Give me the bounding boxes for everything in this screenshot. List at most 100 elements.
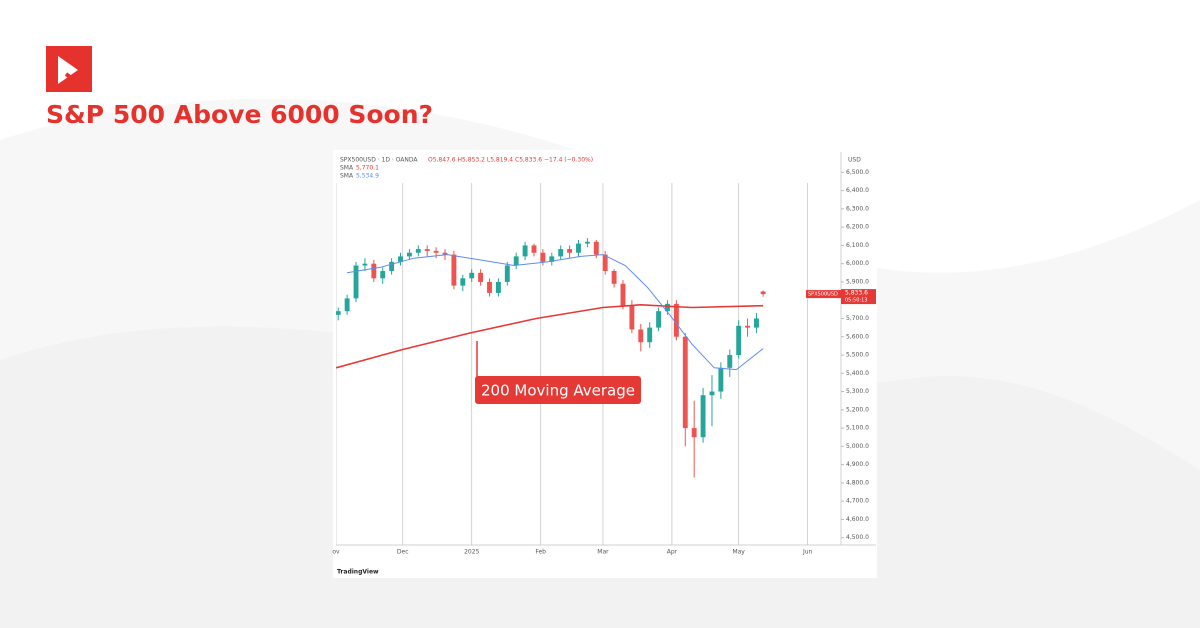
candle-body <box>398 256 403 262</box>
price-tag-symbol-box <box>806 290 841 299</box>
candle-body <box>567 249 573 253</box>
annotation-box <box>475 376 641 404</box>
candle-body <box>336 311 341 315</box>
candle-body <box>487 281 492 293</box>
x-tick-label: Feb <box>535 549 546 556</box>
candle-body <box>673 303 679 337</box>
y-tick-label: 6,200.0 <box>846 224 869 231</box>
y-tick-label: 5,700.0 <box>846 315 869 322</box>
x-tick-label: May <box>732 549 745 556</box>
candle-body <box>709 391 715 396</box>
sma-line <box>336 303 764 369</box>
y-tick-label: 5,300.0 <box>846 388 869 395</box>
candle-body <box>584 241 590 244</box>
candle-body <box>424 249 430 251</box>
candle-body <box>745 325 751 328</box>
y-tick-label: 6,500.0 <box>846 169 869 176</box>
legend-name: SMA <box>340 173 354 180</box>
candle-body <box>389 261 395 271</box>
candle-body <box>469 272 475 279</box>
candle-body <box>602 254 608 271</box>
candle-body <box>656 311 662 328</box>
y-tick-label: 4,500.0 <box>846 534 869 541</box>
price-tag-price: 5,833.6 <box>845 290 868 297</box>
candle-body <box>495 281 501 293</box>
x-tick-label: 2025 <box>464 549 479 556</box>
legend-value: 5,534.9 <box>356 173 379 180</box>
candle-body <box>406 252 412 257</box>
y-tick-label: 5,000.0 <box>846 443 869 450</box>
x-tick-label: Dec <box>397 549 409 556</box>
candle-body <box>647 327 653 343</box>
candle-body <box>558 249 564 257</box>
axis-unit: USD <box>848 157 861 164</box>
y-tick-label: 6,100.0 <box>846 242 869 249</box>
y-tick-label: 5,500.0 <box>846 352 869 359</box>
ohlc-label: O5,847.6 H5,853.2 L5,819.4 C5,833.6 −17.… <box>428 157 593 164</box>
candle-body <box>682 336 688 429</box>
x-tick-label: Mar <box>597 549 609 556</box>
annotation-text: 200 Moving Average <box>481 382 635 400</box>
price-tag: SPX500USD 5,833.605:50:13 <box>806 289 876 305</box>
candle-body <box>638 329 644 343</box>
candle-body <box>362 263 368 266</box>
candle-body <box>415 249 421 253</box>
candle-body <box>727 355 733 368</box>
candle-body <box>344 298 350 312</box>
y-tick-label: 6,300.0 <box>846 205 869 212</box>
candle-body <box>620 283 626 306</box>
candle-body <box>451 254 457 286</box>
x-tick-label: ov <box>332 549 340 556</box>
candle-body <box>700 395 706 438</box>
candle-body <box>478 272 484 282</box>
candle-body <box>433 250 439 253</box>
y-tick-label: 5,400.0 <box>846 370 869 377</box>
candle-body <box>718 367 724 392</box>
y-tick-label: 4,900.0 <box>846 461 869 468</box>
candle-body <box>736 325 742 356</box>
candle-body <box>371 263 377 279</box>
logo <box>46 46 92 92</box>
candle-body <box>442 252 448 255</box>
y-tick-label: 6,400.0 <box>846 187 869 194</box>
candle-body <box>593 241 599 255</box>
candle-body <box>353 265 359 299</box>
candle-body <box>665 303 670 312</box>
candle-body <box>549 256 555 262</box>
candle-body <box>754 318 759 328</box>
y-tick-label: 4,800.0 <box>846 479 869 486</box>
candle-body <box>513 256 519 266</box>
price-tag-symbol: SPX500USD <box>808 292 838 298</box>
candle-body <box>629 305 635 330</box>
candle-body <box>540 252 546 262</box>
candle-body <box>760 291 766 295</box>
legend-name: SMA <box>340 165 354 172</box>
candle-body <box>380 270 386 279</box>
x-tick-label: Jun <box>802 549 813 556</box>
candle-body <box>504 265 510 282</box>
price-tag-countdown: 05:50:13 <box>845 298 867 304</box>
sma-line <box>347 254 764 371</box>
y-tick-label: 5,200.0 <box>846 406 869 413</box>
symbol-label: SPX500USD · 1D · OANDA <box>340 157 418 164</box>
candle-body <box>531 245 537 253</box>
y-tick-label: 5,600.0 <box>846 333 869 340</box>
y-tick-label: 4,600.0 <box>846 516 869 523</box>
plot <box>336 183 809 545</box>
legend-value: 5,770.1 <box>356 165 379 172</box>
candle-body <box>576 243 581 253</box>
candle-body <box>460 278 466 286</box>
price-tag-box <box>841 289 876 305</box>
candle-body <box>691 428 697 438</box>
candle-body <box>611 270 617 284</box>
chart-panel <box>333 150 877 578</box>
page-title: S&P 500 Above 6000 Soon? <box>46 100 433 129</box>
candle-body <box>522 245 528 257</box>
branding: TradingView <box>337 569 379 576</box>
x-tick-label: Apr <box>667 549 678 556</box>
y-tick-label: 6,000.0 <box>846 260 869 267</box>
y-tick-label: 4,700.0 <box>846 498 869 505</box>
y-tick-label: 5,900.0 <box>846 278 869 285</box>
